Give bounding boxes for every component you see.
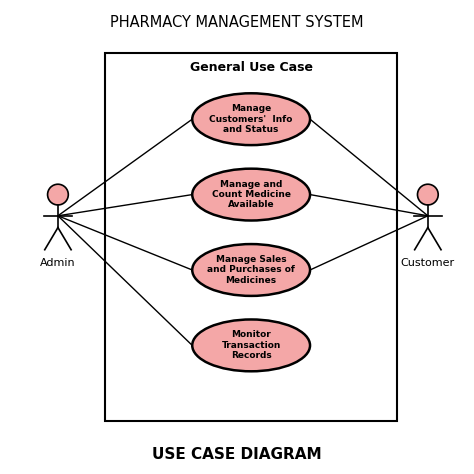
- FancyBboxPatch shape: [105, 53, 397, 421]
- Circle shape: [47, 184, 68, 205]
- Ellipse shape: [192, 93, 310, 145]
- Text: Manage and
Count Medicine
Available: Manage and Count Medicine Available: [211, 180, 291, 210]
- Text: Monitor
Transaction
Records: Monitor Transaction Records: [221, 330, 281, 360]
- Ellipse shape: [192, 169, 310, 220]
- Text: Manage Sales
and Purchases of
Medicines: Manage Sales and Purchases of Medicines: [207, 255, 295, 285]
- Ellipse shape: [192, 244, 310, 296]
- Ellipse shape: [192, 319, 310, 371]
- Text: USE CASE DIAGRAM: USE CASE DIAGRAM: [152, 447, 322, 462]
- Text: PHARMACY MANAGEMENT SYSTEM: PHARMACY MANAGEMENT SYSTEM: [110, 15, 364, 30]
- Text: Admin: Admin: [40, 258, 76, 268]
- Text: Customer: Customer: [401, 258, 455, 268]
- Circle shape: [418, 184, 438, 205]
- Text: General Use Case: General Use Case: [190, 61, 313, 74]
- Text: Manage
Customers'  Info
and Status: Manage Customers' Info and Status: [210, 104, 293, 134]
